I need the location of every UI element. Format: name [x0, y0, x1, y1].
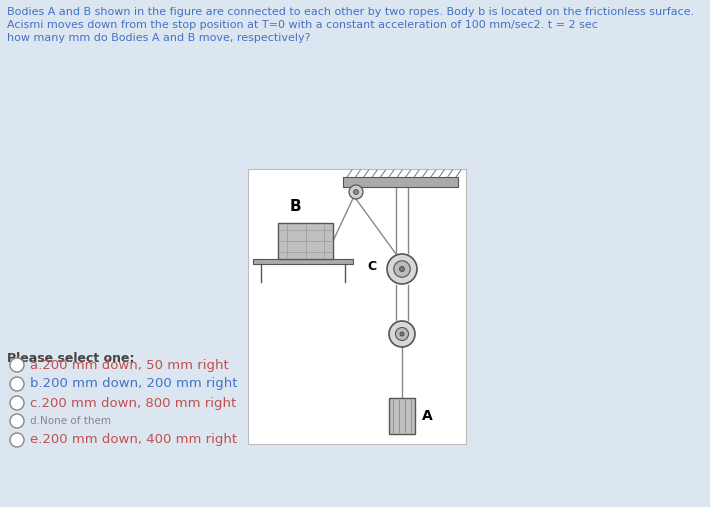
Circle shape	[394, 261, 410, 277]
Bar	[389, 398, 415, 434]
Text: Please select one:: Please select one:	[7, 352, 134, 365]
Circle shape	[10, 433, 24, 447]
Circle shape	[395, 328, 408, 341]
Text: Bodies A and B shown in the figure are connected to each other by two ropes. Bod: Bodies A and B shown in the figure are c…	[7, 7, 694, 17]
Text: how many mm do Bodies A and B move, respectively?: how many mm do Bodies A and B move, resp…	[7, 33, 310, 43]
Circle shape	[10, 358, 24, 372]
Text: d.None of them: d.None of them	[30, 416, 111, 426]
Bar	[253, 259, 353, 264]
Circle shape	[387, 254, 417, 284]
Bar	[248, 169, 466, 444]
Circle shape	[349, 185, 363, 199]
Text: Acismi moves down from the stop position at T=0 with a constant acceleration of : Acismi moves down from the stop position…	[7, 20, 598, 30]
Circle shape	[400, 332, 404, 336]
Text: a.200 mm down, 50 mm right: a.200 mm down, 50 mm right	[30, 358, 229, 372]
Text: A: A	[422, 409, 433, 423]
Circle shape	[400, 267, 405, 272]
Text: c.200 mm down, 800 mm right: c.200 mm down, 800 mm right	[30, 396, 236, 410]
Bar	[278, 223, 333, 259]
Text: C: C	[368, 261, 377, 273]
Circle shape	[10, 414, 24, 428]
Text: B: B	[289, 199, 301, 214]
Text: e.200 mm down, 400 mm right: e.200 mm down, 400 mm right	[30, 433, 237, 447]
Circle shape	[389, 321, 415, 347]
Circle shape	[10, 396, 24, 410]
Bar	[343, 177, 458, 187]
Text: b.200 mm down, 200 mm right: b.200 mm down, 200 mm right	[30, 378, 238, 390]
Circle shape	[10, 377, 24, 391]
Circle shape	[354, 190, 359, 195]
